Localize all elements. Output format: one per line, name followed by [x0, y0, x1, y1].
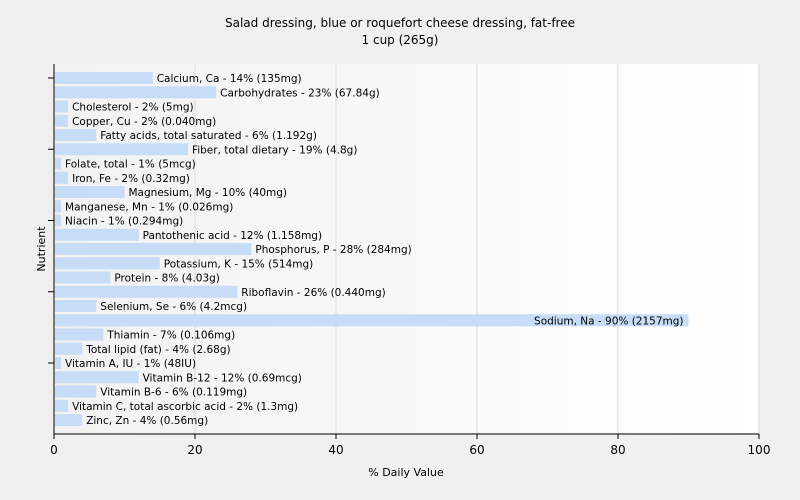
bar-label: Fiber, total dietary - 19% (4.8g): [192, 144, 357, 156]
x-tick-label: 100: [748, 443, 771, 457]
bar-label: Magnesium, Mg - 10% (40mg): [129, 187, 288, 199]
bar: [55, 342, 83, 355]
bar: [55, 300, 97, 312]
x-tick-label: 40: [328, 443, 343, 457]
bar: [55, 257, 160, 270]
bar: [55, 186, 125, 198]
x-tick-label: 60: [469, 443, 484, 457]
bar: [55, 357, 62, 369]
bar: [55, 399, 69, 412]
grid-lines: [194, 64, 760, 434]
bar-label: Fatty acids, total saturated - 6% (1.192…: [100, 130, 317, 142]
bar-label: Phosphorus, P - 28% (284mg): [255, 244, 411, 256]
bar-label: Vitamin A, IU - 1% (48IU): [65, 358, 196, 370]
bar: [55, 371, 139, 384]
axes: [53, 64, 759, 435]
bar: [55, 100, 69, 113]
bar-label: Vitamin B-12 - 12% (0.69mcg): [143, 372, 302, 384]
x-axis-title: % Daily Value: [368, 466, 444, 479]
bar: [55, 228, 139, 241]
bar-label: Folate, total - 1% (5mcg): [65, 159, 196, 171]
bar: [55, 314, 689, 327]
bar-label: Riboflavin - 26% (0.440mg): [241, 287, 385, 299]
bar: [55, 243, 252, 255]
bar: [55, 72, 153, 84]
bar: [55, 328, 104, 341]
bar-label: Zinc, Zn - 4% (0.56mg): [86, 415, 208, 427]
x-tick-label: 0: [50, 443, 58, 457]
bar-label: Vitamin B-6 - 6% (0.119mg): [100, 387, 247, 399]
bar: [55, 214, 62, 227]
bar: [55, 143, 188, 156]
bar-label: Selenium, Se - 6% (4.2mcg): [100, 301, 247, 313]
bar-label: Potassium, K - 15% (514mg): [164, 258, 314, 270]
bar: [55, 157, 62, 170]
chart-title: Salad dressing, blue or roquefort cheese…: [225, 16, 575, 30]
chart-subtitle: 1 cup (265g): [362, 33, 439, 47]
bar: [55, 271, 111, 284]
bar-label: Niacin - 1% (0.294mg): [65, 216, 183, 228]
bar-label: Total lipid (fat) - 4% (2.68g): [85, 344, 230, 356]
bar-labels: Calcium, Ca - 14% (135mg) Carbohydrates -…: [65, 73, 683, 427]
x-tick-label: 20: [187, 443, 202, 457]
bar-label: Manganese, Mn - 1% (0.026mg): [65, 201, 233, 213]
bar-label: Sodium, Na - 90% (2157mg): [534, 315, 683, 327]
bar-label: Pantothenic acid - 12% (1.158mg): [143, 230, 322, 242]
bar-label: Vitamin C, total ascorbic acid - 2% (1.3…: [72, 401, 298, 413]
bars: [55, 72, 689, 426]
bar-label: Copper, Cu - 2% (0.040mg): [72, 116, 216, 128]
bar: [55, 86, 217, 99]
bar-label: Protein - 8% (4.03g): [114, 273, 220, 285]
bar: [55, 414, 83, 426]
bar-label: Cholesterol - 2% (5mg): [72, 102, 194, 114]
bar: [55, 200, 62, 213]
x-ticks: 0 20 40 60 80 100: [50, 434, 770, 457]
bar: [55, 285, 238, 298]
bar-label: Carbohydrates - 23% (67.84g): [220, 87, 380, 99]
bar: [55, 129, 97, 141]
x-tick-label: 80: [610, 443, 625, 457]
bar: [55, 385, 97, 398]
bar: [55, 171, 69, 184]
bar: [55, 114, 69, 127]
bar-label: Calcium, Ca - 14% (135mg): [157, 73, 302, 85]
y-ticks: [48, 77, 54, 364]
bar-label: Iron, Fe - 2% (0.32mg): [72, 173, 190, 185]
y-axis-title: Nutrient: [35, 226, 48, 272]
bar-label: Thiamin - 7% (0.106mg): [106, 330, 235, 342]
